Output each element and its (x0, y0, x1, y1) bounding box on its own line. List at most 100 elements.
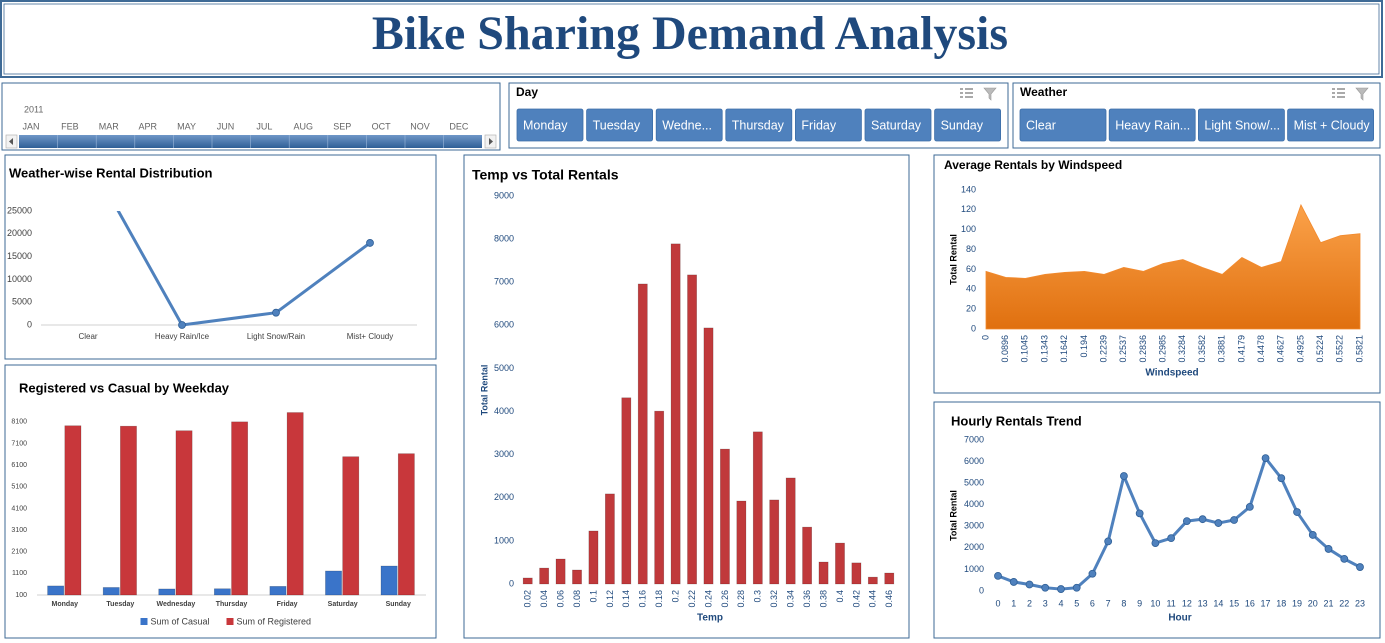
chart-title: Average Rentals by Windspeed (944, 158, 1122, 172)
x-tick-label: 20 (1308, 598, 1318, 608)
slicer-button[interactable] (725, 108, 793, 142)
bar (175, 430, 193, 596)
x-tick-label: Monday (52, 601, 79, 608)
x-tick-label: 0.38 (818, 590, 828, 608)
x-tick-label: 0.26 (720, 590, 730, 608)
bar (720, 448, 730, 585)
y-tick-label: 5000 (494, 363, 514, 373)
point (272, 308, 280, 317)
slicer-button[interactable] (516, 108, 584, 142)
slicer-button[interactable] (586, 108, 653, 142)
bar (670, 243, 681, 585)
x-tick-label: 3 (1043, 598, 1048, 608)
y-tick-label: 140 (961, 184, 976, 194)
x-tick-label: 11 (1166, 598, 1175, 608)
y-axis-title: Total Rental (948, 234, 958, 285)
x-tick-label: Thursday (216, 601, 248, 608)
slicer-button[interactable] (1198, 108, 1285, 142)
point (1340, 554, 1349, 563)
bar (818, 561, 829, 585)
slicer-button[interactable] (1287, 108, 1374, 142)
x-axis-title: Hour (1168, 613, 1191, 624)
clear-filter-icon[interactable] (1355, 87, 1369, 101)
x-tick-label: Friday (277, 601, 298, 608)
x-axis-title: Windspeed (1145, 368, 1198, 379)
multi-select-icon[interactable] (1332, 88, 1345, 98)
dashboard-title: Bike Sharing Demand Analysis (372, 7, 1008, 60)
y-tick-label: 6100 (11, 462, 27, 469)
x-tick-label: 0.22 (687, 590, 697, 608)
x-tick-label: 0.3881 (1217, 335, 1227, 363)
x-tick-label: 5 (1074, 598, 1079, 608)
point (1041, 583, 1050, 592)
x-tick-label: 0.08 (572, 590, 582, 608)
y-tick-label: 7000 (964, 434, 984, 444)
x-tick-label: 0.5522 (1335, 335, 1345, 363)
timeline-month: JAN (22, 121, 39, 131)
bar (802, 526, 813, 585)
slicer-button-label: Sunday (941, 118, 984, 132)
y-tick-label: 4000 (964, 499, 984, 509)
point (994, 571, 1002, 580)
chart-frame (4, 154, 437, 360)
x-tick-label: Tuesday (106, 601, 134, 608)
y-tick-label: 7100 (11, 440, 27, 447)
point (1245, 502, 1254, 511)
x-tick-label: 0.1642 (1059, 335, 1069, 363)
x-tick-label: 22 (1339, 598, 1349, 608)
point (1025, 580, 1034, 589)
x-tick-label: Sunday (386, 601, 411, 608)
plot-area (116, 211, 374, 329)
slicer-button-label: Clear (1026, 118, 1056, 132)
x-tick-label: 0.4 (835, 590, 845, 603)
x-tick-label: 0.0896 (1000, 335, 1010, 363)
x-tick-label: 0.02 (523, 590, 533, 608)
bar (604, 493, 615, 585)
slicer-button[interactable] (655, 108, 723, 142)
x-tick-label: 0.18 (654, 590, 664, 608)
x-tick-label: 15 (1229, 598, 1239, 608)
y-tick-label: 2000 (964, 542, 984, 552)
y-tick-label: 4100 (11, 505, 27, 512)
bar (213, 588, 231, 596)
clear-filter-icon[interactable] (983, 87, 997, 101)
y-tick-label: 80 (966, 244, 976, 254)
slicer-button[interactable] (934, 108, 1001, 142)
x-tick-label: 10 (1150, 598, 1160, 608)
y-tick-label: 3100 (11, 527, 27, 534)
y-tick-label: 10000 (7, 274, 32, 284)
point (1072, 583, 1081, 592)
chart-panel: Average Rentals by Windspeed 0 20 40 60 80 100… (933, 154, 1381, 394)
x-tick-label: 14 (1213, 598, 1223, 608)
y-tick-label: 2000 (494, 492, 514, 502)
x-tick-label: 18 (1276, 598, 1286, 608)
x-tick-label: 0.42 (851, 590, 861, 608)
x-tick-label: 0.32 (769, 590, 779, 608)
timeline-month: MAY (177, 121, 196, 131)
slicer-button[interactable] (1108, 108, 1196, 142)
bar (102, 587, 120, 596)
y-tick-label: 3000 (494, 449, 514, 459)
slicer-button[interactable] (795, 108, 862, 142)
y-tick-label: 25000 (7, 205, 32, 215)
x-tick-label: 12 (1182, 598, 1192, 608)
x-tick-label: 6 (1090, 598, 1095, 608)
x-tick-label: 0.2985 (1158, 335, 1168, 363)
slicer-button[interactable] (864, 108, 932, 142)
bar (588, 530, 599, 585)
x-tick-label: 0.4179 (1236, 335, 1246, 363)
x-tick-label: 23 (1355, 598, 1365, 608)
y-tick-label: 3000 (964, 521, 984, 531)
multi-select-icon[interactable] (960, 88, 973, 98)
bar (851, 562, 862, 585)
y-tick-label: 5000 (12, 297, 32, 307)
slicer-button[interactable] (1019, 108, 1107, 142)
x-tick-label: 0.46 (884, 590, 894, 608)
bar (325, 570, 342, 596)
point (1230, 516, 1238, 524)
x-tick-label: 16 (1245, 598, 1255, 608)
x-tick-label: 0.4627 (1276, 335, 1286, 363)
x-tick-label: 0.28 (736, 590, 746, 608)
y-tick-label: 6000 (494, 320, 514, 330)
